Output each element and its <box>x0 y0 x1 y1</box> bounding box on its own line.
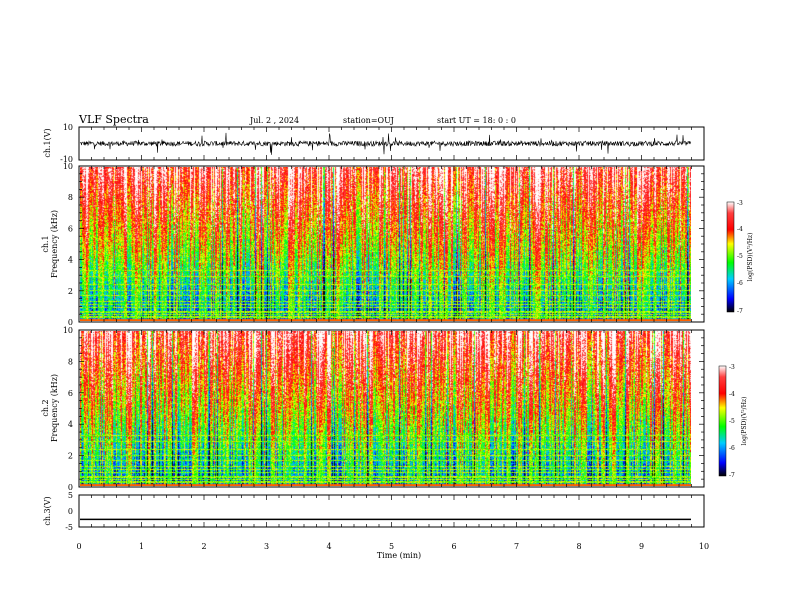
ch1-spectrogram-yticks: 0 2 4 6 8 10 <box>63 162 704 327</box>
station-label: station=OUJ <box>343 116 394 125</box>
ch2-spectrogram-ylabel-line2: Frequency (kHz) <box>50 374 59 442</box>
x-tick-label: 10 <box>699 542 709 551</box>
x-tick-label: 7 <box>514 542 519 551</box>
x-tick-label: 3 <box>264 542 269 551</box>
x-tick-label: 1 <box>139 542 144 551</box>
ch1-spectrogram-image <box>80 167 691 321</box>
ch1-cb-tick-3: -3 <box>737 200 743 207</box>
ch1-colorbar-scale <box>726 201 735 313</box>
ch1-spectrogram-ylabel-line2: Frequency (kHz) <box>50 210 59 278</box>
ch1-waveform-ylabel: ch.1(V) <box>43 128 52 157</box>
ch3-waveform-panel: 5 0 -5 ch.3(V) <box>43 491 705 532</box>
ch1-colorbar: -3 -4 -5 -6 -7 log(PSD)(V²/Hz) <box>726 200 754 315</box>
x-tick-label: 6 <box>451 542 456 551</box>
ch2-colorbar: -3 -4 -5 -6 -7 log(PSD)(V²/Hz) <box>718 364 748 479</box>
y-tick-label: 2 <box>68 452 73 461</box>
date-label: Jul. 2 , 2024 <box>249 116 299 125</box>
y-tick-label: 8 <box>68 357 73 366</box>
ch3-ytick-top: 5 <box>68 491 73 500</box>
ch3-ytick-bottom: -5 <box>65 523 73 532</box>
ch2-spectrogram-image <box>80 331 691 486</box>
ch1-ytick-bottom: -10 <box>60 155 73 164</box>
y-tick-label: 0 <box>68 318 73 327</box>
start-time-label: start UT = 18: 0 : 0 <box>437 116 516 125</box>
ch1-spectrogram-ylabel-line1: ch.1 <box>41 235 50 252</box>
y-tick-label: 2 <box>68 287 73 296</box>
y-tick-label: 4 <box>68 420 73 429</box>
x-tick-label: 2 <box>201 542 206 551</box>
x-axis-tick-labels: 0 1 2 3 4 5 6 7 8 9 10 <box>76 542 709 551</box>
y-tick-label: 0 <box>68 483 73 492</box>
ch2-colorbar-label: log(PSD)(V²/Hz) <box>741 397 748 446</box>
x-tick-label: 0 <box>76 542 81 551</box>
x-tick-label: 4 <box>326 542 331 551</box>
ch2-cb-tick-4: -4 <box>729 391 735 398</box>
ch2-colorbar-scale <box>718 365 727 477</box>
ch3-waveform-ylabel: ch.3(V) <box>43 496 52 525</box>
figure-title: VLF Spectra <box>78 113 149 126</box>
ch1-spectrogram-panel: 0 2 4 6 8 10 ch.1 Frequency (kHz) <box>41 162 705 327</box>
ch2-cb-tick-7: -7 <box>729 472 735 479</box>
ch1-cb-tick-4: -4 <box>737 226 743 233</box>
ch1-waveform-trace <box>79 132 692 155</box>
ch2-cb-tick-5: -5 <box>729 418 735 425</box>
x-tick-label: 8 <box>576 542 581 551</box>
ch2-cb-tick-6: -6 <box>729 445 735 452</box>
ch1-colorbar-label: log(PSD)(V²/Hz) <box>747 233 754 282</box>
ch1-waveform-panel: 10 -10 ch.1(V) <box>43 123 705 164</box>
y-tick-label: 8 <box>68 193 73 202</box>
ch1-ytick-top: 10 <box>63 123 73 132</box>
x-axis-label: Time (min) <box>377 551 421 560</box>
y-tick-label: 6 <box>68 224 73 233</box>
ch2-spectrogram-ylabel-line1: ch.2 <box>41 399 50 416</box>
ch3-ytick-mid: 0 <box>68 507 73 516</box>
ch1-cb-tick-7: -7 <box>737 308 743 315</box>
ch2-spectrogram-yticks: 0 2 4 6 8 10 <box>63 326 704 492</box>
x-tick-label: 5 <box>389 542 394 551</box>
ch2-spectrogram-panel: 0 2 4 6 8 10 ch.2 Frequency (kHz) <box>41 326 705 492</box>
x-tick-label: 9 <box>639 542 644 551</box>
y-tick-label: 6 <box>68 389 73 398</box>
ch1-cb-tick-5: -5 <box>737 253 743 260</box>
ch1-cb-tick-6: -6 <box>737 280 743 287</box>
y-tick-label: 10 <box>63 326 73 335</box>
y-tick-label: 4 <box>68 256 73 265</box>
ch2-cb-tick-3: -3 <box>729 364 735 371</box>
y-tick-label: 10 <box>63 162 73 171</box>
